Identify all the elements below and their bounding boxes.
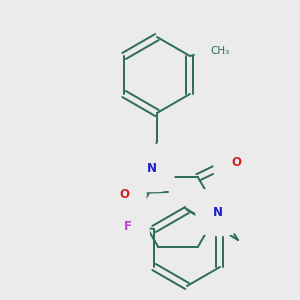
Text: CH₃: CH₃ (210, 46, 230, 56)
Text: H: H (110, 190, 118, 200)
Text: O: O (119, 188, 129, 202)
Text: N: N (213, 206, 223, 218)
Text: F: F (124, 220, 132, 233)
Text: H: H (138, 163, 146, 173)
Text: N: N (147, 161, 157, 175)
Text: O: O (231, 156, 241, 169)
